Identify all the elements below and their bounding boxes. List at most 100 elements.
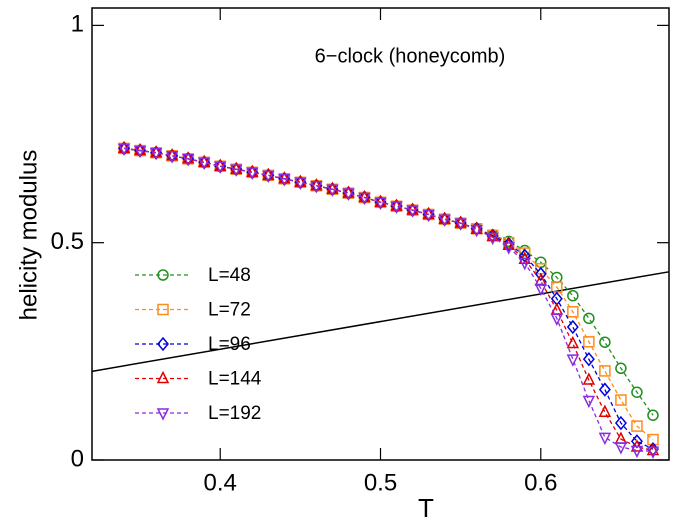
marker — [390, 201, 403, 214]
legend-marker — [156, 370, 170, 384]
marker — [583, 312, 595, 325]
marker — [502, 242, 515, 255]
marker — [470, 224, 483, 238]
legend-label: L=72 — [208, 300, 251, 321]
series-line — [123, 147, 654, 452]
marker — [566, 319, 579, 335]
marker — [518, 257, 531, 271]
y-tick-label: 0.5 — [51, 228, 84, 255]
marker — [598, 382, 611, 397]
marker — [486, 228, 499, 242]
legend-marker — [157, 336, 169, 352]
marker — [582, 395, 596, 409]
marker — [550, 313, 564, 326]
marker — [583, 336, 595, 348]
marker — [342, 188, 355, 201]
marker — [294, 177, 307, 190]
marker — [358, 192, 371, 206]
marker — [165, 151, 179, 164]
marker — [614, 415, 627, 431]
marker — [438, 214, 451, 227]
marker — [646, 442, 660, 456]
marker — [647, 409, 659, 421]
marker — [614, 431, 628, 444]
legend-marker — [156, 408, 170, 421]
legend-label: L=48 — [208, 265, 251, 286]
legend-marker — [157, 269, 169, 281]
marker — [310, 178, 323, 191]
series-line — [123, 147, 654, 450]
marker — [615, 394, 627, 406]
marker — [598, 432, 612, 446]
y-axis-label: helicity modulus — [15, 150, 42, 321]
marker — [406, 202, 419, 215]
marker — [615, 362, 627, 375]
marker — [502, 237, 515, 251]
marker — [374, 197, 387, 210]
marker — [181, 154, 195, 167]
marker — [310, 181, 323, 194]
legend-label: L=96 — [208, 334, 251, 355]
marker — [631, 386, 643, 398]
series-line — [123, 147, 654, 452]
marker — [278, 174, 291, 187]
marker — [197, 157, 211, 170]
marker — [149, 147, 163, 161]
y-tick-label: 1 — [71, 11, 84, 38]
marker — [262, 170, 275, 184]
marker — [567, 289, 579, 302]
marker — [214, 161, 227, 174]
marker — [599, 336, 611, 348]
legend-label: L=144 — [208, 369, 262, 390]
marker — [117, 140, 131, 154]
y-tick-label: 0 — [71, 445, 84, 472]
marker — [230, 161, 243, 174]
marker — [646, 446, 660, 459]
marker — [133, 145, 147, 159]
plot-frame — [91, 7, 670, 461]
marker — [326, 181, 339, 194]
marker — [230, 164, 243, 177]
marker — [598, 404, 612, 417]
marker — [486, 232, 499, 246]
marker — [534, 266, 547, 282]
x-axis-label: T — [418, 493, 434, 523]
marker — [246, 167, 259, 180]
legend-label: L=192 — [208, 403, 261, 424]
marker — [582, 372, 596, 385]
marker — [566, 354, 580, 367]
marker — [149, 145, 163, 158]
x-tick-label: 0.5 — [364, 469, 397, 496]
annotation: 6−clock (honeycomb) — [315, 45, 506, 67]
marker — [326, 184, 339, 197]
marker — [566, 335, 580, 349]
marker — [117, 143, 131, 157]
marker — [630, 445, 644, 459]
marker — [406, 205, 419, 218]
marker — [133, 142, 147, 156]
series-line — [123, 147, 654, 441]
x-tick-label: 0.6 — [524, 469, 557, 496]
series-line — [123, 147, 654, 416]
marker — [630, 434, 643, 449]
reference-line — [91, 271, 670, 373]
legend-marker — [157, 303, 169, 316]
marker — [165, 148, 179, 161]
marker — [582, 351, 595, 367]
marker — [278, 171, 291, 184]
marker — [454, 218, 467, 231]
marker — [534, 283, 547, 297]
marker — [422, 209, 435, 223]
marker — [518, 248, 531, 263]
marker — [567, 306, 579, 318]
marker — [454, 215, 467, 228]
marker — [358, 189, 371, 203]
x-tick-label: 0.4 — [204, 469, 237, 496]
marker — [614, 442, 628, 455]
marker — [181, 151, 195, 164]
marker — [631, 420, 643, 432]
marker — [214, 158, 227, 171]
marker — [262, 167, 275, 181]
marker — [599, 365, 611, 377]
